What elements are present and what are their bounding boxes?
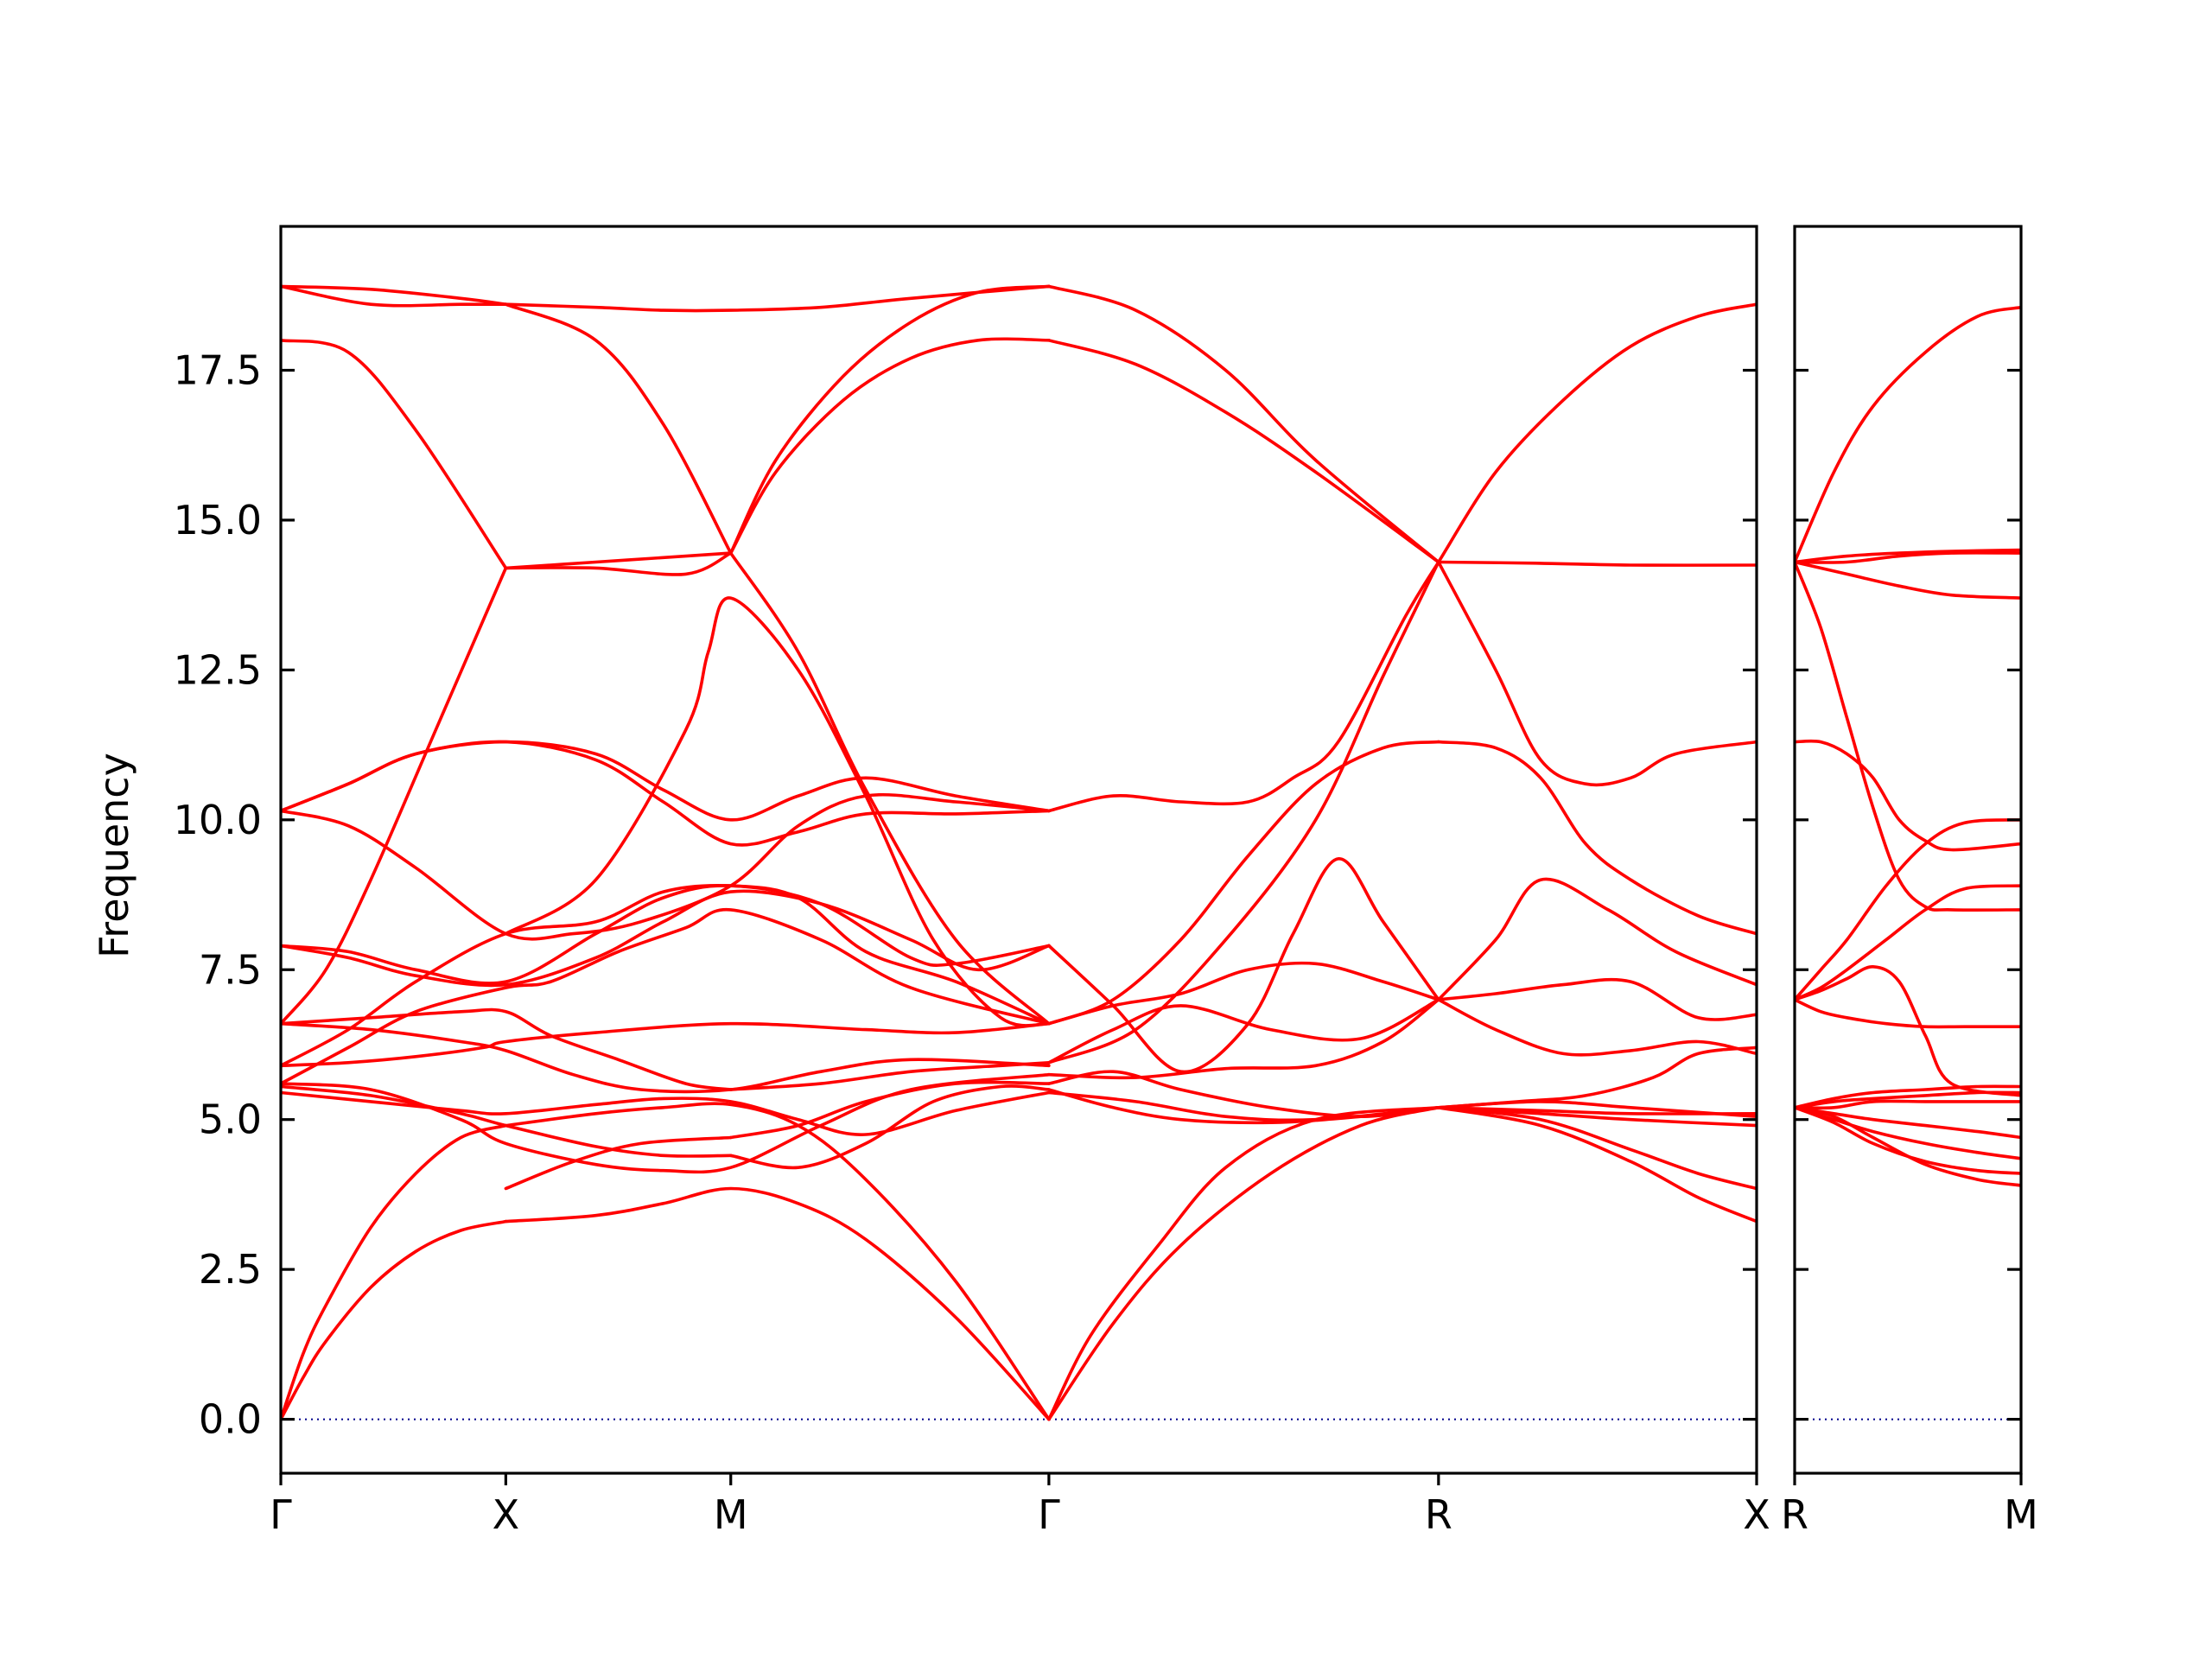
y-tick-label: 0.0	[199, 1396, 262, 1443]
phonon-band-line	[1437, 877, 1757, 1001]
phonon-band-line	[1795, 1084, 2021, 1109]
phonon-band-line	[281, 284, 508, 306]
phonon-band-line	[1047, 1106, 1440, 1421]
phonon-band-line	[1047, 857, 1440, 1074]
phonon-band-line	[281, 740, 1051, 847]
phonon-band-line	[1047, 961, 1440, 1026]
phonon-band-line	[1437, 1046, 1757, 1109]
plot-frame	[279, 225, 1758, 1475]
y-tick-label: 15.0	[174, 497, 262, 543]
phonon-band-line	[281, 889, 1051, 988]
phonon-band-line	[281, 339, 508, 570]
x-tick-label: M	[714, 1491, 748, 1538]
phonon-band-line	[504, 302, 733, 555]
phonon-band-line	[1795, 548, 2021, 564]
phonon-band-line	[1795, 1106, 2021, 1175]
phonon-band-line	[1437, 560, 1757, 567]
phonon-band-line	[281, 1123, 508, 1421]
phonon-band-line	[504, 551, 733, 570]
phonon-band-line	[504, 284, 1051, 313]
phonon-band-line	[504, 1135, 733, 1191]
phonon-band-line	[728, 284, 1051, 555]
phonon-band-line	[728, 337, 1051, 555]
phonon-band-line	[1795, 998, 2021, 1029]
y-tick-label: 12.5	[174, 646, 262, 693]
phonon-bands	[1795, 305, 2021, 1187]
y-axis-label: Frequency	[91, 753, 137, 958]
phonon-band-line	[281, 907, 1051, 1085]
phonon-band-line	[281, 1021, 1051, 1068]
phonon-band-line	[1795, 1099, 2021, 1110]
phonon-band-line	[504, 1186, 1051, 1421]
phonon-band-line	[281, 1007, 733, 1091]
phonon-band-line	[1047, 560, 1440, 813]
phonon-band-line	[728, 1080, 1051, 1140]
phonon-band-line	[728, 1061, 1051, 1091]
phonon-band-line	[1795, 1106, 2021, 1160]
phonon-band-line	[1047, 1090, 1440, 1122]
phonon-band-line	[281, 1072, 1051, 1174]
phonon-band-line	[1437, 1106, 1757, 1191]
phonon-band-line	[281, 792, 1051, 941]
phonon-band-line	[1795, 1090, 2021, 1109]
phonon-band-line	[1795, 560, 2021, 600]
phonon-band-line	[1047, 998, 1440, 1080]
phonon-band-line	[1795, 305, 2021, 564]
phonon-band-line	[1795, 1106, 2021, 1187]
phonon-band-line	[281, 884, 1051, 985]
phonon-band-line	[281, 1021, 1051, 1094]
x-tick-label: Γ	[1038, 1491, 1060, 1538]
phonon-band-line	[1437, 1106, 1757, 1224]
phonon-band-line	[504, 596, 1051, 1027]
phonon-band-line	[728, 1084, 1051, 1170]
phonon-band-line	[1437, 977, 1757, 1021]
phonon-band-line	[1437, 998, 1757, 1057]
phonon-band-line	[1437, 302, 1757, 564]
phonon-band-line	[1437, 1100, 1757, 1118]
phonon-band-line	[1795, 965, 2021, 1097]
phonon-band-line	[281, 566, 508, 1026]
y-tick-label: 10.0	[174, 797, 262, 843]
x-tick-label: M	[2004, 1491, 2038, 1538]
phonon-band-line	[504, 551, 733, 576]
phonon-band-line	[281, 284, 508, 308]
phonon-band-line	[1047, 1106, 1440, 1421]
plot-frame	[1793, 225, 2023, 1475]
phonon-band-line	[1437, 740, 1757, 936]
y-tick-label: 7.5	[199, 946, 262, 993]
y-tick-label: 2.5	[199, 1246, 262, 1293]
main-panel: 0.0 2.5 5.0 7.5 10.0 12.5 15.0 17.5 Γ X M Γ R X	[174, 225, 1770, 1538]
y-tick-label: 17.5	[174, 347, 262, 394]
phonon-band-line	[281, 883, 1051, 1068]
phonon-band-line	[1795, 739, 2021, 852]
phonon-band-line	[1795, 551, 2021, 564]
phonon-band-line	[1047, 998, 1440, 1065]
phonon-band-line	[281, 740, 1051, 822]
x-tick-label: R	[1425, 1491, 1452, 1538]
phonon-band-line	[1795, 818, 2021, 1001]
phonon-band-line	[1047, 339, 1440, 564]
y-tick-label: 5.0	[199, 1096, 262, 1143]
phonon-band-line	[1047, 740, 1440, 1026]
phonon-band-line	[1047, 560, 1440, 1065]
phonon-band-line	[281, 1219, 508, 1421]
phonon-band-line	[281, 1084, 733, 1158]
phonon-band-line	[1437, 1106, 1757, 1128]
phonon-band-line	[1795, 1106, 2021, 1140]
x-tick-label: Γ	[270, 1491, 292, 1538]
phonon-band-line	[728, 551, 1051, 1026]
phonon-band-line	[1795, 560, 2021, 912]
phonon-band-line	[1437, 560, 1757, 787]
phonon-band-line	[504, 1102, 1051, 1421]
x-tick-label: X	[493, 1491, 520, 1538]
phonon-band-line	[1047, 284, 1440, 564]
phonon-band-line	[1795, 884, 2021, 1001]
phonon-bands	[281, 284, 1757, 1421]
x-tick-label: X	[1743, 1491, 1770, 1538]
x-tick-label: R	[1781, 1491, 1808, 1538]
